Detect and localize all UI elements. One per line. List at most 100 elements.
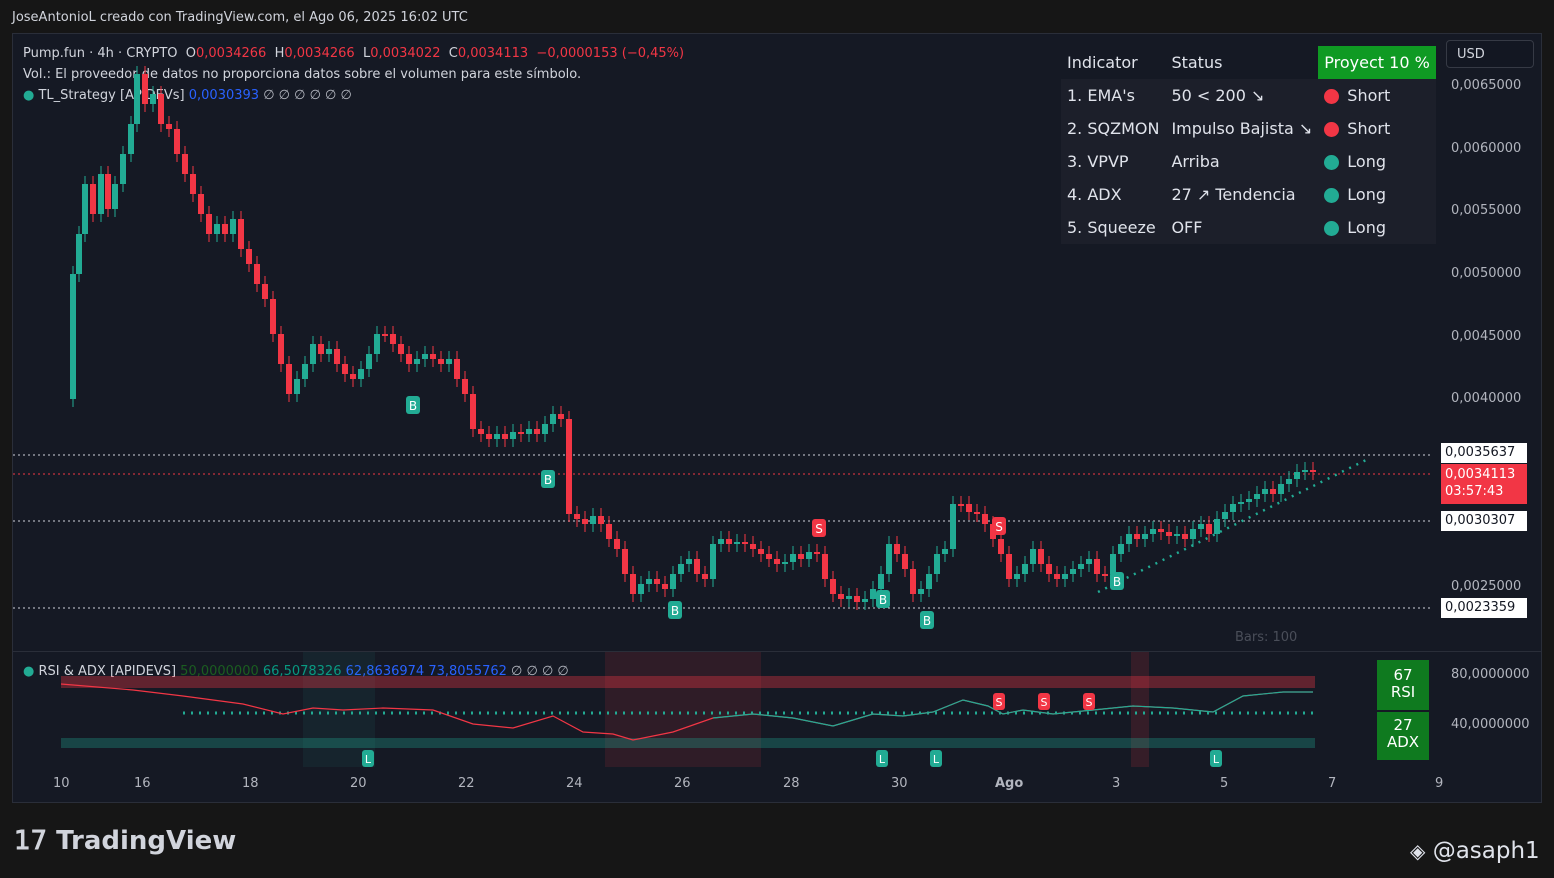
candle-body — [105, 174, 111, 209]
candle-body — [98, 174, 104, 214]
oscillator-marker-label: L — [1213, 753, 1220, 766]
candle-body — [1142, 534, 1148, 539]
oscillator-signal-marker — [993, 693, 1005, 710]
signal-marker-label: B — [879, 593, 887, 607]
candle-body — [614, 539, 620, 549]
binance-icon: ◈ — [1410, 839, 1426, 863]
oscillator-marker-label: L — [879, 753, 886, 766]
signal-markers: B B B B B B S S — [406, 396, 1124, 629]
oscillator-signal-marker — [1210, 750, 1222, 767]
candle-body — [974, 512, 980, 514]
strategy-name: TL_Strategy [APIDEVs] — [38, 88, 185, 103]
oscillator-markers: L L L L S S S — [362, 693, 1222, 767]
candle-body — [694, 559, 700, 574]
candle-body — [190, 174, 196, 194]
candle-body — [710, 544, 716, 579]
candle-body — [374, 334, 380, 354]
time-tick: 28 — [783, 776, 800, 791]
candle-body — [926, 574, 932, 589]
candle-body — [214, 224, 220, 234]
signal-marker-label: S — [995, 520, 1003, 534]
buy-signal-marker — [1110, 572, 1124, 590]
candle-body — [1246, 499, 1252, 502]
time-tick: 7 — [1328, 776, 1337, 791]
candle-body — [150, 94, 156, 104]
candle-body — [950, 504, 956, 549]
candle-body — [206, 214, 212, 234]
buy-signal-marker — [406, 396, 420, 414]
candle-body — [222, 224, 228, 234]
chart-attribution: JoseAntonioL creado con TradingView.com,… — [12, 10, 468, 25]
strategy-value: 0,0030393 — [188, 88, 260, 103]
candle-body — [382, 334, 388, 336]
buy-signal-marker — [876, 590, 890, 608]
candle-body — [246, 249, 252, 264]
candle-body — [918, 589, 924, 594]
candle-body — [1254, 494, 1260, 499]
candle-body — [582, 519, 588, 524]
signal-marker-label: B — [671, 604, 679, 618]
oscillator-signal-marker — [1038, 693, 1050, 710]
sell-signal-marker — [992, 517, 1006, 535]
header-status: Status — [1165, 46, 1319, 79]
oscillator-signal-marker — [362, 750, 374, 767]
header-indicator: Indicator — [1061, 46, 1166, 79]
candle-body — [1182, 534, 1188, 539]
candle-body — [1110, 554, 1116, 574]
candle-body — [406, 354, 412, 364]
pane-divider[interactable] — [13, 651, 1541, 652]
candle-body — [270, 299, 276, 334]
time-tick: 18 — [242, 776, 259, 791]
candle-body — [90, 184, 96, 214]
candle-body — [278, 334, 284, 364]
candle-body — [342, 364, 348, 374]
candle-body — [854, 596, 860, 602]
oscillator-marker-label: L — [365, 753, 372, 766]
time-tick: 5 — [1220, 776, 1229, 791]
candle-body — [542, 424, 548, 434]
upper-price-tag: 0,0035637 — [1441, 443, 1527, 463]
rsi-badge: 67 RSI — [1377, 660, 1429, 710]
low-value: 0,0034022 — [370, 46, 441, 61]
time-tick: Ago — [995, 776, 1024, 791]
candle-body — [358, 369, 364, 379]
tradingview-logo[interactable]: 𝟣𝟩 TradingView — [14, 826, 237, 856]
strategy-legend[interactable]: ● TL_Strategy [APIDEVs] 0,0030393 ∅ ∅ ∅ … — [23, 88, 352, 103]
candle-body — [350, 374, 356, 379]
time-tick: 9 — [1435, 776, 1444, 791]
candle-body — [886, 544, 892, 574]
volume-note: Vol.: El proveedor de datos no proporcio… — [23, 67, 582, 82]
symbol-name[interactable]: Pump.fun · 4h · CRYPTO — [23, 46, 178, 61]
chart-frame[interactable]: Pump.fun · 4h · CRYPTO O0,0034266 H0,003… — [12, 33, 1542, 803]
author-handle: ◈ @asaph1 — [1410, 838, 1540, 864]
candle-body — [398, 344, 404, 354]
candle-body — [1062, 574, 1068, 579]
candle-body — [198, 194, 204, 214]
candle-body — [462, 379, 468, 394]
candle-body — [734, 542, 740, 544]
oscillator-chart[interactable]: L L L L S S S — [13, 652, 1433, 772]
candle-body — [120, 154, 126, 184]
oscillator-legend[interactable]: ● RSI & ADX [APIDEVS] 50,0000000 66,5078… — [23, 664, 569, 679]
candle-body — [934, 554, 940, 574]
candle-body — [678, 564, 684, 574]
signal-marker-label: B — [923, 614, 931, 628]
price-tick: 0,0065000 — [1451, 78, 1522, 93]
candle-body — [254, 264, 260, 284]
candle-body — [862, 599, 868, 602]
time-tick: 3 — [1112, 776, 1121, 791]
price-chart[interactable]: B B B B B B S S — [13, 34, 1433, 644]
table-row: 3. VPVP Arriba Long — [1061, 145, 1436, 178]
candle-body — [982, 514, 988, 524]
candle-body — [1166, 532, 1172, 536]
candle-body — [76, 234, 82, 274]
price-tick: 0,0045000 — [1451, 329, 1522, 344]
candle-body — [1014, 574, 1020, 579]
candle-body — [1046, 564, 1052, 574]
currency-selector[interactable]: USD — [1446, 40, 1534, 68]
buy-signal-marker — [668, 601, 682, 619]
tradingview-icon: 𝟣𝟩 — [14, 826, 48, 856]
candle-body — [1302, 470, 1308, 472]
candle-body — [1150, 529, 1156, 534]
candle-body — [966, 504, 972, 512]
